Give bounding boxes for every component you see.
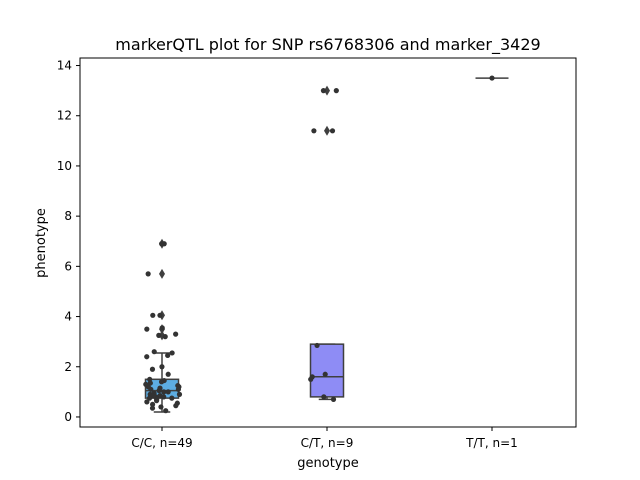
- data-point: [156, 332, 162, 338]
- data-point: [159, 325, 165, 331]
- data-point: [144, 354, 150, 360]
- data-point: [330, 396, 337, 402]
- data-point: [176, 391, 183, 397]
- y-tick-label: 6: [64, 259, 72, 273]
- y-tick-label: 4: [64, 310, 72, 324]
- box-1: [309, 343, 345, 398]
- axes: 0 2 4 6 8 10 12 14 C/C, n=49 C/T, n=9 T/T, n=1: [57, 59, 518, 450]
- y-tick-label: 14: [57, 59, 72, 73]
- x-tick-label: C/T, n=9: [301, 436, 354, 450]
- data-point: [169, 395, 175, 401]
- data-point: [321, 394, 327, 400]
- data-point: [161, 241, 167, 247]
- data-point: [144, 399, 150, 405]
- data-point: [320, 88, 327, 94]
- data-point: [175, 386, 182, 392]
- data-point: [322, 371, 328, 377]
- outlier-marker: [159, 268, 165, 279]
- outlier-marker: [324, 85, 330, 96]
- y-tick-label: 8: [64, 209, 72, 223]
- outlier-marker: [324, 125, 330, 136]
- chart-title: markerQTL plot for SNP rs6768306 and mar…: [115, 35, 540, 55]
- data-point: [169, 350, 175, 356]
- x-axis-label: genotype: [297, 456, 358, 471]
- y-tick-label: 0: [64, 410, 72, 424]
- y-tick-label: 10: [57, 159, 72, 173]
- x-tick-label: T/T, n=1: [465, 436, 518, 450]
- data-point: [333, 88, 339, 94]
- data-point: [161, 394, 167, 400]
- data-point: [158, 379, 165, 385]
- data-point: [311, 128, 317, 134]
- data-point: [156, 388, 162, 394]
- data-point: [159, 364, 165, 370]
- data-point: [173, 403, 179, 409]
- data-point: [154, 398, 160, 404]
- y-tick-label: 12: [57, 109, 72, 123]
- data-point: [163, 408, 169, 414]
- data-point: [149, 366, 156, 372]
- data-point: [314, 342, 320, 349]
- data-point: [162, 334, 168, 340]
- data-point: [146, 395, 153, 401]
- data-point: [149, 405, 156, 411]
- data-point: [144, 326, 150, 332]
- data-point: [161, 389, 167, 395]
- data-point: [308, 376, 314, 382]
- data-point: [165, 371, 171, 377]
- data-point: [149, 401, 156, 408]
- plot-frame: [79, 57, 577, 428]
- data-point: [150, 312, 156, 318]
- data-point: [165, 352, 171, 359]
- data-point: [173, 331, 179, 337]
- data-point: [165, 389, 171, 395]
- data-point: [329, 128, 336, 134]
- plot-area: [143, 75, 509, 414]
- data-point: [158, 404, 164, 410]
- y-axis-label: phenotype: [34, 208, 49, 278]
- data-point: [157, 312, 163, 318]
- data-point: [148, 386, 154, 392]
- data-point: [489, 75, 495, 81]
- data-point: [151, 349, 157, 355]
- data-point: [145, 271, 151, 277]
- x-tick-label: C/C, n=49: [131, 436, 192, 450]
- y-tick-label: 2: [64, 360, 72, 374]
